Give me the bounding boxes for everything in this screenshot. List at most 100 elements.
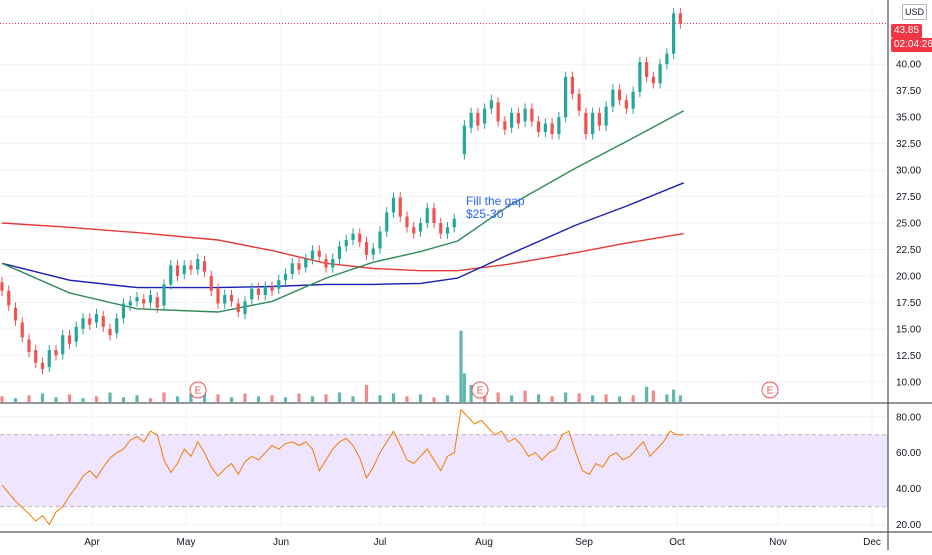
candle-body — [631, 91, 635, 109]
candle-body — [324, 259, 328, 268]
candle-body — [489, 100, 493, 109]
volume-bar — [510, 395, 514, 402]
currency-label[interactable]: USD — [902, 4, 928, 20]
candle-body — [74, 326, 78, 342]
candle-body — [658, 64, 662, 84]
price-tick-label: 22.50 — [896, 245, 921, 256]
candle-body — [665, 53, 669, 65]
candle-body — [243, 301, 247, 315]
candle-body — [523, 108, 527, 122]
candle-body — [364, 242, 369, 255]
candle-body — [645, 62, 649, 77]
volume-layer — [0, 330, 682, 402]
volume-bar — [665, 394, 669, 402]
candle-body — [202, 261, 207, 272]
volume-bar — [229, 397, 234, 402]
last-price-badge: 43.85 — [891, 24, 923, 38]
countdown-badge: 02:04:26 — [891, 38, 932, 52]
candle-body — [128, 301, 132, 306]
candle-body — [175, 265, 180, 276]
candle-body — [7, 290, 11, 306]
moving-average-ma-long — [1, 222, 684, 272]
candle-body — [209, 275, 213, 291]
candle-body — [223, 295, 227, 304]
candle-body — [577, 93, 581, 111]
volume-bar — [81, 398, 85, 402]
moving-average-ma-mid — [1, 182, 685, 289]
price-tick-label: 32.50 — [896, 139, 921, 150]
volume-bar — [216, 394, 220, 402]
candle-body — [530, 108, 534, 122]
candle-body — [452, 218, 456, 228]
candle-body — [570, 76, 574, 94]
candle-body — [34, 350, 38, 363]
candle-body — [516, 112, 520, 124]
candle-body — [108, 328, 112, 336]
candle-body — [425, 208, 429, 224]
price-tick-label: 35.00 — [896, 113, 921, 124]
price-tick-label: 12.50 — [896, 351, 921, 362]
rsi-layer — [1, 408, 684, 526]
rsi-tick-label: 60.00 — [896, 448, 921, 459]
candle-body — [256, 288, 261, 296]
candle-body — [638, 62, 642, 92]
volume-bar — [351, 396, 355, 402]
price-tick-label: 27.50 — [896, 192, 921, 203]
candle-body — [67, 335, 72, 344]
volume-bar — [591, 395, 595, 402]
candle-body — [445, 227, 450, 234]
candle-body — [462, 125, 466, 155]
volume-bar — [550, 396, 554, 402]
rsi-band — [0, 434, 888, 507]
volume-bar — [631, 395, 635, 402]
candle-body — [20, 322, 24, 338]
candle-body — [672, 13, 676, 54]
candle-body — [169, 265, 173, 285]
candle-body — [121, 303, 126, 319]
volume-bar — [121, 397, 126, 402]
candle-body — [496, 102, 500, 122]
price-tick-label: 30.00 — [896, 166, 921, 177]
time-tick-label: Apr — [84, 537, 100, 548]
time-tick-label: Dec — [863, 537, 881, 548]
volume-bar — [651, 390, 655, 402]
rsi-line — [1, 408, 684, 526]
candle-body — [624, 100, 628, 109]
time-tick-label: Jul — [374, 537, 387, 548]
volume-bar — [40, 393, 45, 402]
candle-body — [476, 112, 480, 126]
candle-body — [304, 259, 308, 268]
candle-body — [196, 259, 200, 270]
candle-body — [510, 112, 514, 128]
volume-bar — [310, 396, 315, 402]
candle-body — [344, 239, 348, 247]
candle-body — [94, 314, 99, 323]
candle-body — [469, 112, 473, 128]
volume-bar — [645, 386, 649, 402]
volume-bar — [337, 392, 342, 402]
candle-body — [398, 197, 402, 217]
candle-body — [216, 288, 220, 304]
volume-bar — [483, 393, 487, 402]
volume-bar — [405, 396, 409, 402]
time-tick-label: Nov — [769, 537, 787, 548]
rsi-tick-label: 80.00 — [896, 412, 921, 423]
candle-body — [337, 246, 342, 260]
candle-body — [61, 335, 65, 355]
volume-bar — [94, 396, 99, 402]
candle-body — [54, 350, 58, 356]
candle-body — [0, 282, 4, 291]
price-tick-label: 40.00 — [896, 60, 921, 71]
volume-bar — [445, 395, 450, 402]
volume-bar — [618, 396, 622, 402]
candle-body — [405, 216, 409, 228]
volume-bar — [108, 392, 112, 402]
price-tick-label: 17.50 — [896, 298, 921, 309]
volume-bar — [175, 396, 180, 402]
volume-bar — [27, 395, 31, 402]
earnings-marker-label: E — [195, 386, 202, 397]
volume-bar — [496, 392, 500, 402]
volume-bar — [577, 393, 581, 402]
time-tick-label: May — [177, 537, 196, 548]
